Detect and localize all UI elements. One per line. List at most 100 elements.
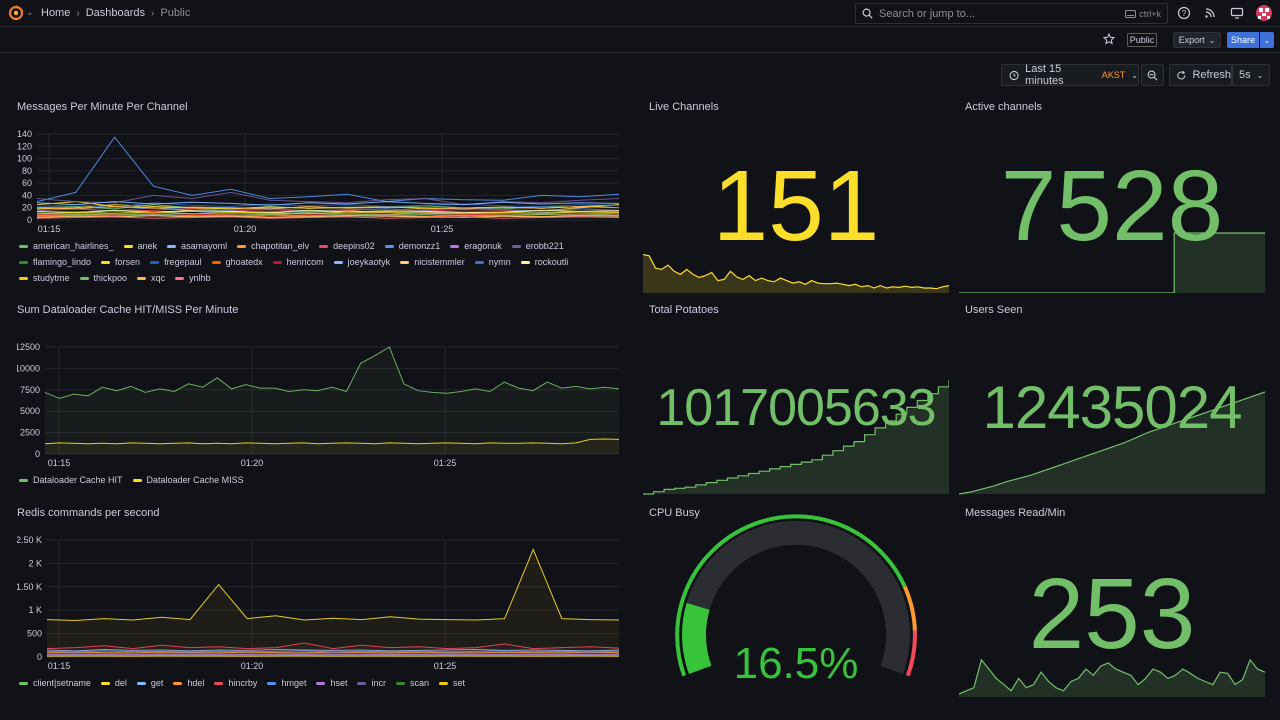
x-tick-label: 01:20	[241, 661, 264, 671]
x-tick-label: 01:15	[48, 661, 71, 671]
y-tick-label: 40	[22, 190, 32, 200]
panel-title[interactable]: Active channels	[965, 101, 1043, 113]
legend-swatch	[100, 681, 110, 685]
legend-swatch	[316, 681, 326, 685]
panel-total-potatoes: Total Potatoes 1017005633	[643, 304, 949, 496]
share-button[interactable]: Share	[1227, 32, 1259, 48]
y-tick-label: 500	[27, 629, 42, 639]
legend-item[interactable]: hset	[316, 677, 347, 689]
legend-item[interactable]: xqc	[137, 272, 165, 284]
user-avatar[interactable]	[1256, 5, 1272, 21]
legend-item[interactable]: ynlhb	[175, 272, 211, 284]
legend-swatch	[237, 244, 247, 248]
legend-item[interactable]: get	[136, 677, 163, 689]
legend-label: studytme	[33, 273, 70, 283]
search-placeholder: Search or jump to...	[879, 7, 975, 20]
legend-item[interactable]: forsen	[101, 256, 140, 268]
legend-item[interactable]: rockoutli	[520, 256, 568, 268]
refresh-interval-picker[interactable]: 5s ⌄	[1232, 64, 1270, 86]
panel-live-channels: Live Channels 151	[643, 101, 949, 293]
legend-item[interactable]: erobb221	[511, 240, 564, 252]
legend-label: Dataloader Cache HIT	[33, 475, 123, 485]
messages-read-sparkline	[959, 658, 1265, 697]
panel-title[interactable]: Messages Per Minute Per Channel	[17, 101, 188, 113]
zoom-out-button[interactable]	[1141, 64, 1164, 86]
panel-title[interactable]: Users Seen	[965, 304, 1023, 316]
legend-item[interactable]: asamayoml	[167, 240, 227, 252]
series-line	[44, 438, 620, 445]
breadcrumb-home[interactable]: Home	[41, 7, 71, 19]
legend-item[interactable]: hincrby	[214, 677, 257, 689]
series-line	[36, 191, 620, 206]
legend-item[interactable]: nicistemmler	[400, 256, 465, 268]
help-icon[interactable]: ?	[1177, 6, 1191, 20]
legend-item[interactable]: nymn	[474, 256, 511, 268]
legend-item[interactable]: joeykaotyk	[333, 256, 390, 268]
legend-item[interactable]: Dataloader Cache HIT	[19, 474, 123, 486]
panel-cpu-busy: CPU Busy 16.5%	[643, 507, 949, 699]
news-feed-icon[interactable]	[1203, 6, 1217, 20]
legend-swatch	[333, 260, 343, 264]
legend-item[interactable]: ghoatedx	[211, 256, 263, 268]
y-tick-label: 12500	[17, 342, 40, 352]
panel-title[interactable]: Redis commands per second	[17, 507, 160, 519]
legend-item[interactable]: thickpoo	[79, 272, 127, 284]
grafana-logo-icon[interactable]	[8, 5, 24, 21]
y-tick-label: 0	[27, 215, 32, 225]
legend-item[interactable]: set	[439, 677, 465, 689]
legend-item[interactable]: chapotitan_elv	[237, 240, 309, 252]
legend-item[interactable]: flamingo_lindo	[19, 256, 91, 268]
legend-item[interactable]: scan	[395, 677, 429, 689]
sparkline-line	[643, 254, 949, 290]
legend-item[interactable]: henricom	[272, 256, 324, 268]
y-tick-label: 0	[35, 449, 40, 459]
series-line	[46, 648, 620, 652]
star-icon[interactable]	[1103, 33, 1115, 45]
y-tick-label: 80	[22, 166, 32, 176]
panel-users-seen: Users Seen 12435024	[959, 304, 1265, 496]
legend-swatch	[214, 681, 224, 685]
panel-title[interactable]: Sum Dataloader Cache HIT/MISS Per Minute	[17, 304, 239, 316]
legend-label: american_hairlines_	[33, 241, 114, 251]
legend-item[interactable]: Dataloader Cache MISS	[132, 474, 244, 486]
legend-item[interactable]: deepins02	[319, 240, 375, 252]
legend-item[interactable]: anek	[123, 240, 157, 252]
share-dropdown-button[interactable]: ⌄	[1260, 32, 1274, 48]
series-line	[36, 215, 620, 219]
chevron-down-icon: ⌄	[1263, 35, 1271, 45]
panel-title[interactable]: Live Channels	[649, 101, 719, 113]
legend-label: scan	[409, 678, 429, 688]
refresh-icon	[1177, 70, 1186, 80]
panel-title[interactable]: Messages Read/Min	[965, 507, 1066, 519]
legend-item[interactable]: hmget	[267, 677, 306, 689]
legend-swatch	[123, 244, 133, 248]
chevron-down-icon[interactable]: ⌄	[26, 7, 34, 17]
legend-item[interactable]: fregepaul	[150, 256, 202, 268]
legend-swatch	[101, 260, 111, 264]
search-input[interactable]: Search or jump to... ctrl+k	[855, 3, 1168, 24]
legend-item[interactable]: american_hairlines_	[19, 240, 114, 252]
legend-item[interactable]: hdel	[173, 677, 204, 689]
legend-item[interactable]: incr	[357, 677, 386, 689]
panel-title[interactable]: Total Potatoes	[649, 304, 719, 316]
legend-label: Dataloader Cache MISS	[146, 475, 244, 485]
panel-messages-read: Messages Read/Min 253	[959, 507, 1265, 699]
legend-swatch	[19, 276, 28, 280]
panel-title[interactable]: CPU Busy	[649, 507, 700, 519]
legend-label: hset	[330, 678, 348, 688]
legend-item[interactable]: eragonuk	[450, 240, 502, 252]
legend-item[interactable]: client|setname	[19, 677, 91, 689]
legend-item[interactable]: studytme	[19, 272, 70, 284]
refresh-button[interactable]: Refresh	[1169, 64, 1232, 86]
legend-item[interactable]: demonzz1	[384, 240, 440, 252]
search-shortcut: ctrl+k	[1125, 9, 1161, 19]
legend-swatch	[19, 681, 28, 685]
legend-item[interactable]: del	[100, 677, 127, 689]
kiosk-mode-icon[interactable]	[1230, 6, 1244, 20]
chevron-right-icon: ›	[151, 7, 155, 19]
series-line	[44, 346, 620, 399]
time-range-picker[interactable]: Last 15 minutes AKST ⌄	[1001, 63, 1139, 87]
export-button[interactable]: Export ⌄	[1173, 32, 1221, 48]
public-badge: Public	[1127, 33, 1157, 47]
breadcrumb-dashboards[interactable]: Dashboards	[85, 7, 146, 19]
